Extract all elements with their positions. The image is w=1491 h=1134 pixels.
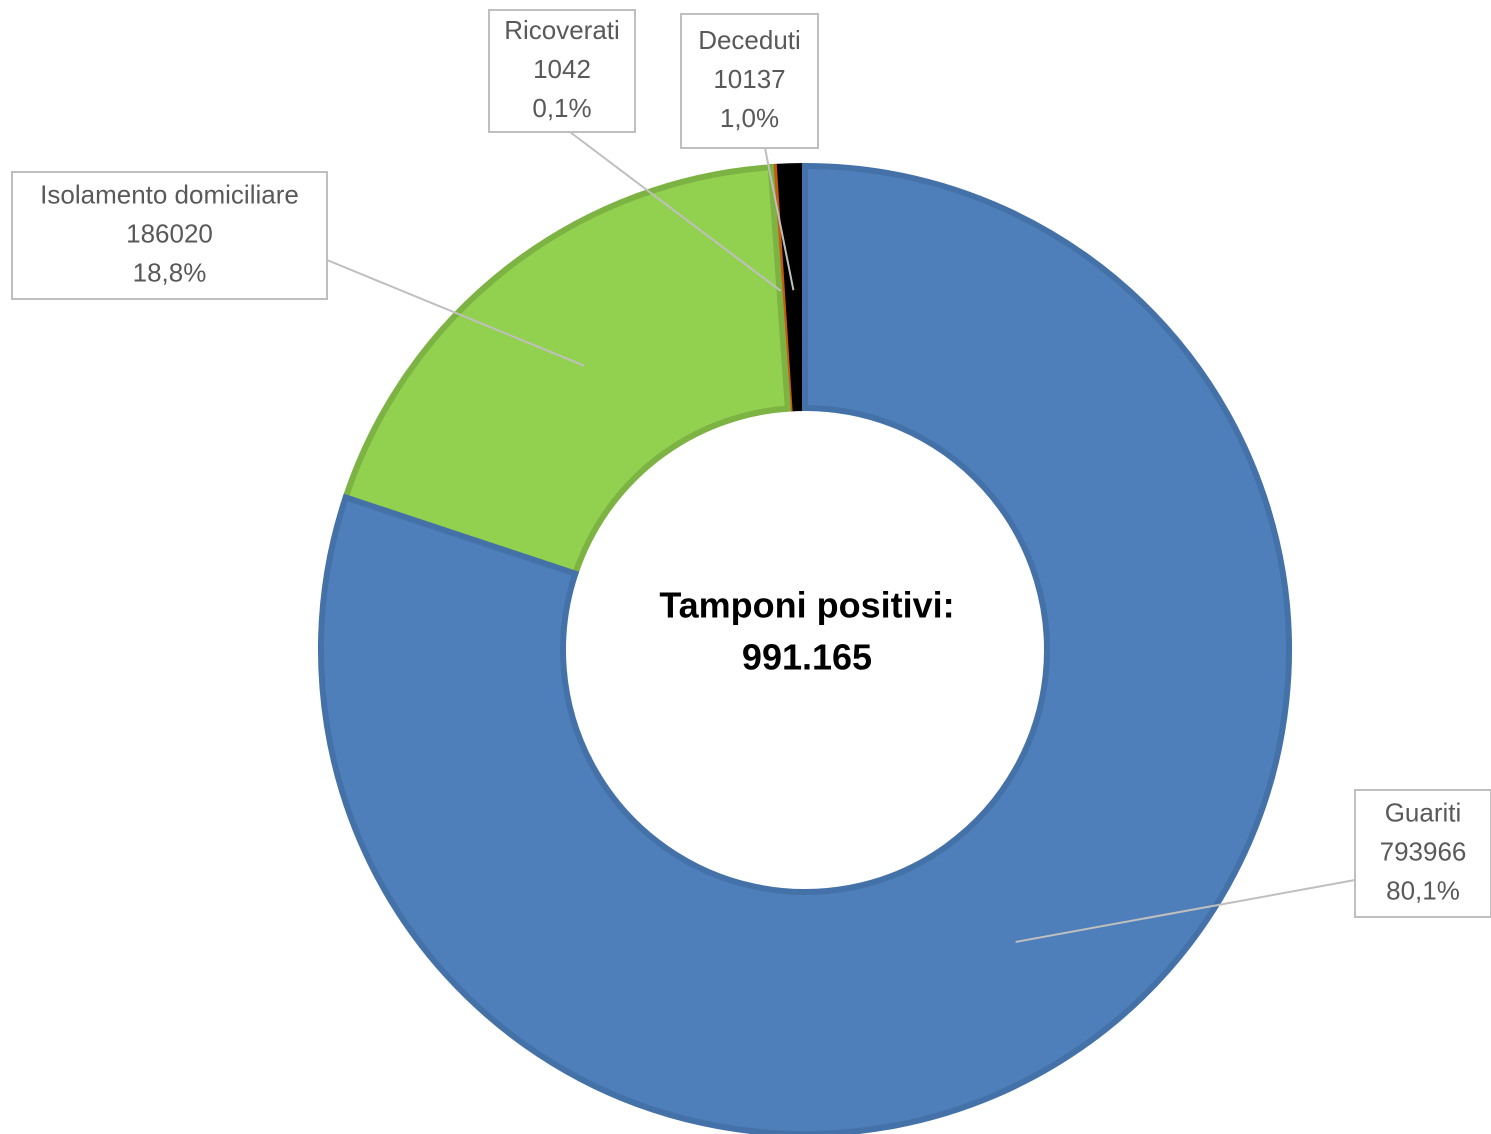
leader-line: [569, 131, 782, 292]
slice-value: 186020: [126, 218, 213, 248]
center-title: Tamponi positivi:: [659, 585, 954, 626]
slice-name: Guariti: [1385, 797, 1462, 827]
label-box: [680, 13, 819, 149]
label-box: [488, 9, 636, 133]
slice-share: 0,1%: [532, 93, 591, 123]
slice-share: 1,0%: [720, 103, 779, 133]
slice-share: 18,8%: [133, 257, 207, 287]
slice-value: 793966: [1380, 836, 1467, 866]
slice-name: Isolamento domiciliare: [40, 179, 299, 209]
slice-name: Deceduti: [698, 25, 801, 55]
donut-slice: [318, 162, 1292, 1134]
slice-share: 80,1%: [1386, 875, 1460, 905]
slice-value: 1042: [533, 54, 591, 84]
slice-value: 10137: [713, 64, 785, 94]
leader-line: [326, 259, 585, 367]
leader-line: [764, 147, 795, 291]
donut-slice: [341, 164, 792, 578]
slice-name: Ricoverati: [504, 15, 620, 45]
leader-line: [1015, 879, 1356, 943]
label-box: [1354, 789, 1491, 918]
center-total: 991.165: [742, 637, 872, 678]
label-box: [11, 171, 328, 300]
